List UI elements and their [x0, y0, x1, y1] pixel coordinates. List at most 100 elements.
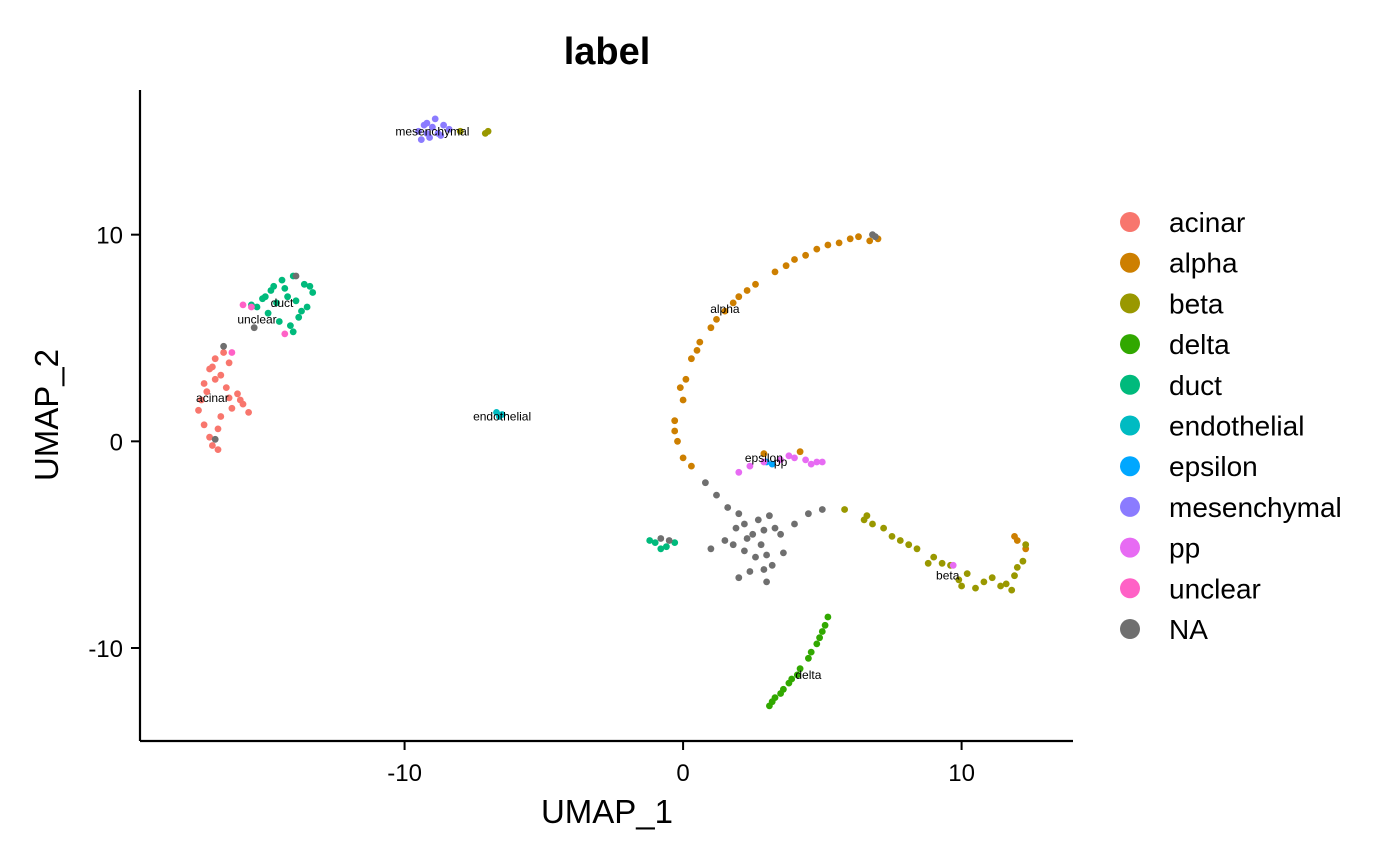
point-beta: [924, 559, 932, 567]
legend-label-acinar: acinar: [1169, 207, 1245, 238]
point-beta: [972, 584, 979, 592]
point-beta: [880, 524, 887, 532]
legend-label-unclear: unclear: [1169, 573, 1261, 604]
point-acinar: [245, 409, 253, 416]
point-alpha: [802, 251, 809, 259]
point-alpha: [791, 256, 798, 263]
point-alpha: [676, 384, 684, 391]
y-tick-label: 0: [110, 429, 123, 456]
point-duct: [278, 276, 286, 284]
cluster-label-alpha: alpha: [710, 302, 740, 316]
point-beta: [863, 512, 871, 520]
point-unclear: [228, 349, 236, 356]
cluster-label-duct: duct: [271, 296, 294, 310]
cluster-label-epsilon: epsilon: [745, 451, 783, 465]
point-beta: [913, 545, 921, 553]
point-beta: [1013, 564, 1021, 571]
point-mesenchymal: [420, 121, 428, 129]
point-duct: [292, 297, 300, 305]
ticks-layer: -10 0 10 -10 0 10: [88, 223, 975, 787]
point-alpha: [735, 293, 743, 301]
legend-label-NA: NA: [1169, 614, 1208, 645]
point-pp: [791, 454, 798, 462]
legend-swatch-beta: [1120, 293, 1140, 314]
point-beta: [888, 533, 896, 540]
x-tick-label: 0: [676, 760, 689, 787]
point-alpha: [824, 241, 832, 249]
point-alpha: [671, 417, 679, 425]
point-beta: [1011, 572, 1018, 580]
cluster-label-pp: pp: [774, 455, 788, 469]
point-alpha: [752, 280, 759, 288]
legend-swatch-mesenchymal: [1120, 496, 1140, 517]
point-beta: [905, 541, 913, 549]
point-duct: [306, 282, 314, 290]
legend-label-duct: duct: [1169, 370, 1222, 401]
cluster-label-endothelial: endothelial: [473, 410, 531, 424]
point-NA: [724, 504, 732, 511]
point-alpha: [760, 450, 768, 458]
point-NA: [292, 272, 300, 280]
point-acinar: [234, 390, 241, 398]
point-NA: [729, 541, 737, 549]
point-NA: [757, 541, 765, 549]
x-tick-label: -10: [387, 760, 422, 787]
point-acinar: [206, 433, 214, 441]
point-duct: [275, 318, 283, 325]
point-pp: [949, 561, 957, 569]
point-alpha: [866, 237, 874, 245]
point-mesenchymal: [440, 121, 447, 129]
legend-swatch-alpha: [1120, 252, 1140, 273]
point-pp: [813, 458, 821, 466]
point-NA: [771, 524, 779, 532]
point-duct: [295, 313, 303, 321]
point-pp: [735, 468, 743, 476]
point-NA: [702, 479, 709, 487]
point-acinar: [217, 413, 225, 420]
point-duct: [303, 303, 311, 311]
point-delta: [768, 698, 776, 706]
point-mesenchymal: [417, 136, 425, 144]
point-beta: [988, 574, 996, 582]
point-alpha: [743, 287, 751, 294]
legend-swatch-epsilon: [1120, 456, 1140, 477]
point-NA: [780, 549, 787, 557]
cluster-label-beta: beta: [936, 569, 960, 583]
point-NA: [763, 578, 770, 586]
point-NA: [735, 574, 743, 582]
point-alpha: [782, 262, 790, 270]
point-delta: [796, 665, 804, 673]
point-delta: [785, 679, 793, 687]
point-NA: [760, 526, 768, 534]
point-duct: [281, 285, 289, 292]
point-duct: [273, 299, 280, 307]
point-alpha: [679, 454, 687, 462]
point-alpha: [846, 235, 854, 243]
point-NA: [805, 510, 812, 518]
point-alpha: [693, 347, 701, 354]
point-acinar: [209, 363, 216, 371]
point-alpha: [771, 268, 779, 276]
point-duct: [284, 293, 291, 301]
point-beta: [955, 576, 963, 584]
point-pp: [777, 456, 784, 464]
point-duct: [253, 303, 261, 311]
point-acinar: [200, 421, 208, 429]
x-axis-title: UMAP_1: [541, 793, 673, 830]
y-axis-title: UMAP_2: [28, 349, 65, 481]
point-delta: [818, 628, 826, 635]
point-alpha: [688, 462, 695, 470]
point-endothelial: [495, 413, 503, 420]
point-beta: [1002, 580, 1010, 588]
point-beta: [484, 127, 492, 135]
point-beta: [980, 578, 988, 586]
point-acinar: [236, 396, 244, 404]
point-alpha: [813, 245, 821, 253]
point-acinar: [214, 425, 222, 433]
point-delta: [807, 648, 815, 656]
point-alpha: [835, 239, 843, 247]
legend-swatch-NA: [1120, 619, 1140, 639]
point-acinar: [211, 375, 219, 383]
point-NA: [791, 520, 798, 528]
